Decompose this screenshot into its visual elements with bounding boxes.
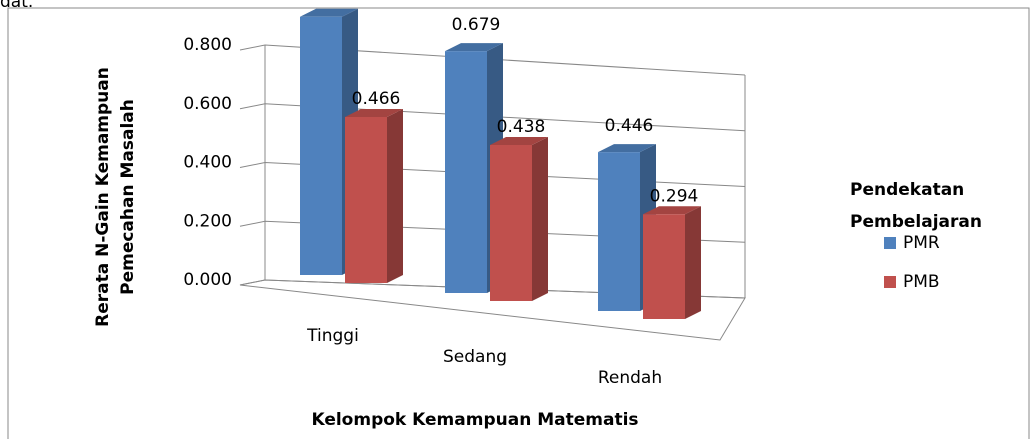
y-tick-label: 0.000 xyxy=(183,270,232,290)
x-tick-label: Sedang xyxy=(443,347,507,367)
x-axis-title: Kelompok Kemampuan Matematis xyxy=(311,410,638,430)
grid-line xyxy=(239,220,746,243)
bar xyxy=(643,206,701,319)
bar-top xyxy=(643,206,701,215)
bar-top xyxy=(598,144,656,153)
legend-title: Pendekatan Pembelajaran xyxy=(850,180,982,232)
y-tick-label: 0.400 xyxy=(183,153,232,173)
legend-label: PMR xyxy=(903,233,940,253)
chart-border xyxy=(7,7,1030,439)
bar xyxy=(345,108,403,283)
data-label: 0.438 xyxy=(497,117,546,137)
bar-top xyxy=(300,8,358,17)
y-tick-label: 0.200 xyxy=(183,211,232,231)
y-axis-title: Pemecahan Masalah xyxy=(118,99,138,295)
bar-side xyxy=(685,206,701,319)
x-tick-label: Tinggi xyxy=(306,326,359,346)
grid-line xyxy=(239,44,746,76)
bar-front xyxy=(490,144,532,301)
bar-side xyxy=(387,108,403,283)
bar-front xyxy=(300,16,342,275)
caption-fragment: dat. xyxy=(0,0,33,12)
bar-top xyxy=(445,43,503,52)
grid-line xyxy=(239,161,746,187)
y-tick-label: 0.600 xyxy=(183,94,232,114)
data-label: 0.466 xyxy=(352,89,401,109)
bar-front xyxy=(598,152,640,311)
data-label: 0.294 xyxy=(650,186,699,206)
grid-line xyxy=(239,279,746,299)
bar-front xyxy=(345,116,387,283)
legend-swatch xyxy=(884,276,896,288)
bar-top xyxy=(345,108,403,117)
grid-line xyxy=(239,103,746,132)
bar-top xyxy=(490,136,548,145)
y-tick-label: 0.800 xyxy=(183,35,232,55)
y-axis-title: Rerata N-Gain Kemampuan xyxy=(93,67,113,327)
data-label: 0.446 xyxy=(605,116,654,136)
data-label: 0.725 xyxy=(307,0,356,1)
legend-swatch xyxy=(884,237,896,249)
bar-front xyxy=(445,51,487,294)
x-tick-label: Rendah xyxy=(598,368,662,388)
data-label: 0.679 xyxy=(452,15,501,35)
legend-label: PMB xyxy=(903,272,940,292)
bar-side xyxy=(532,136,548,301)
bar xyxy=(490,136,548,301)
bar-front xyxy=(643,214,685,319)
